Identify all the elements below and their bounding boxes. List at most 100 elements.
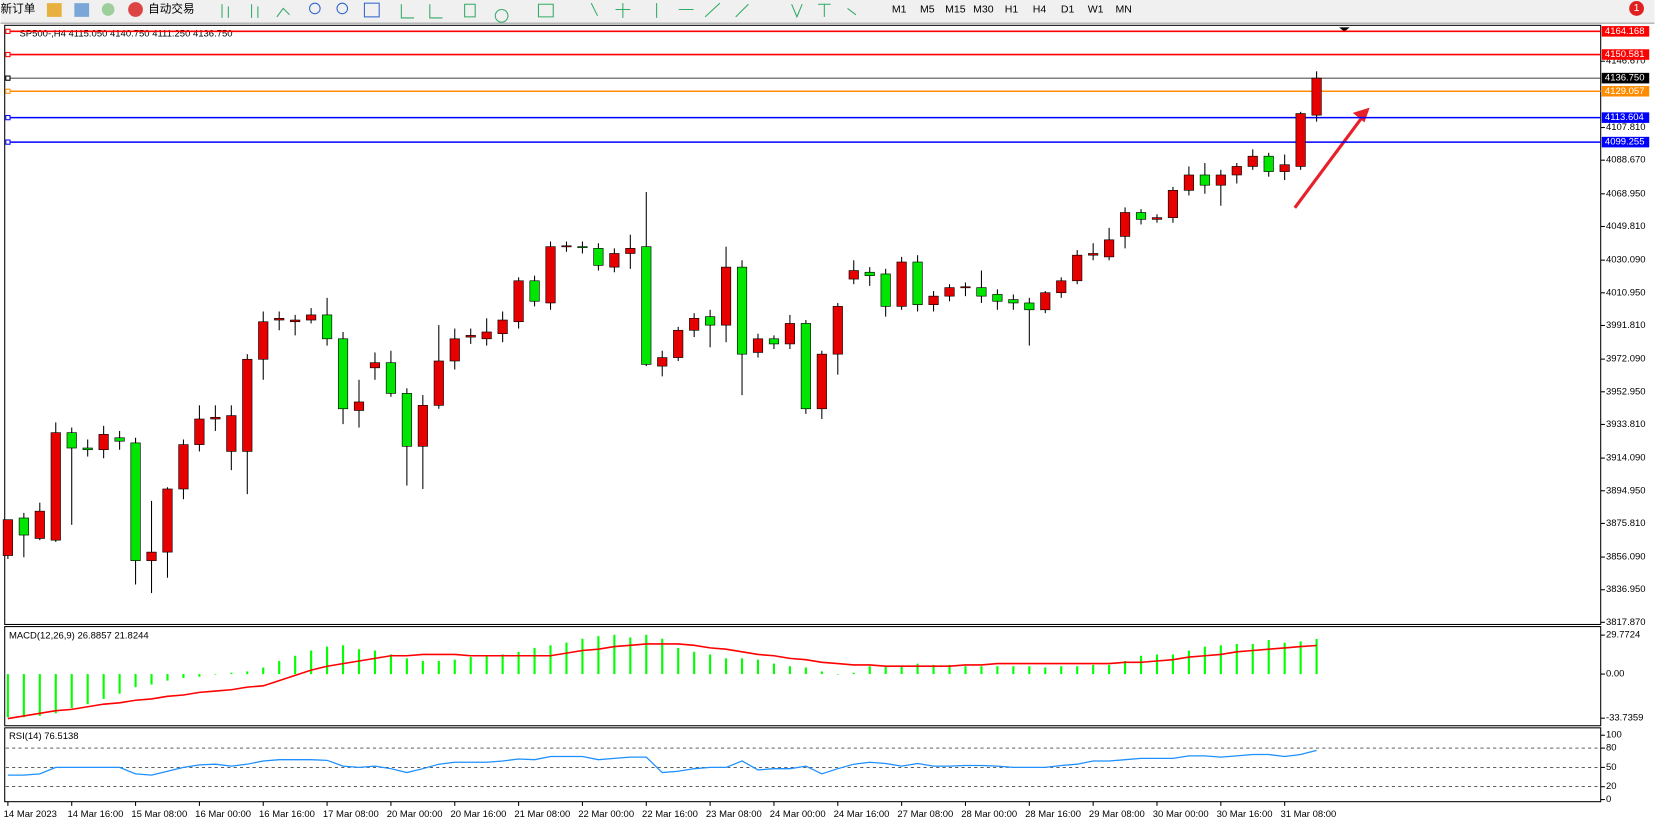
macd-bar bbox=[1092, 664, 1095, 675]
candle-body bbox=[928, 295, 939, 305]
macd-bar bbox=[1044, 667, 1047, 675]
candle-body bbox=[992, 294, 1003, 302]
macd-bar bbox=[1219, 645, 1222, 675]
x-tick-label: 16 Mar 16:00 bbox=[259, 809, 315, 820]
annotation-arrow bbox=[1293, 116, 1364, 209]
timeframe-button[interactable]: M1 bbox=[892, 3, 907, 15]
macd-bar bbox=[1187, 650, 1190, 675]
macd-bar bbox=[70, 674, 73, 709]
timeframe-button[interactable]: W1 bbox=[1088, 3, 1104, 15]
candle-body bbox=[752, 338, 764, 353]
y-tick-label: 80 bbox=[1606, 743, 1617, 754]
price-level-handle bbox=[5, 139, 11, 145]
new-order-button[interactable]: 新订单 bbox=[1, 2, 36, 16]
icon[interactable] bbox=[46, 3, 62, 17]
y-tick-label: 0.00 bbox=[1606, 669, 1624, 680]
candle-body bbox=[337, 338, 349, 410]
icon[interactable] bbox=[101, 3, 115, 16]
macd-bar bbox=[964, 666, 967, 675]
macd-bar bbox=[772, 663, 776, 675]
candle-body bbox=[1104, 239, 1115, 258]
macd-bar bbox=[1299, 641, 1302, 675]
macd-bar bbox=[868, 666, 871, 675]
macd-bar bbox=[884, 666, 887, 675]
y-tick-label: 3875.810 bbox=[1606, 518, 1646, 529]
macd-bar bbox=[373, 650, 377, 675]
auto-trading-icon[interactable] bbox=[128, 2, 143, 17]
macd-bar bbox=[246, 671, 249, 675]
x-tick-label: 22 Mar 16:00 bbox=[642, 809, 698, 820]
timeframe-button[interactable]: H4 bbox=[1033, 3, 1047, 15]
candle-body bbox=[721, 266, 732, 326]
macd-bar bbox=[38, 674, 41, 716]
price-level-label: 4099.255 bbox=[1605, 137, 1645, 148]
macd-bar bbox=[437, 660, 440, 675]
macd-bar bbox=[1108, 664, 1111, 675]
timeframe-button[interactable]: M5 bbox=[920, 3, 935, 15]
timeframe-button[interactable]: M15 bbox=[945, 3, 966, 15]
macd-bar bbox=[1267, 640, 1270, 675]
price-level-handle bbox=[5, 28, 11, 34]
candle-body bbox=[1199, 174, 1210, 186]
candle-body bbox=[1279, 164, 1290, 172]
alert-badge[interactable] bbox=[1629, 1, 1644, 16]
candle-body bbox=[34, 510, 45, 539]
x-tick-label: 15 Mar 08:00 bbox=[131, 809, 187, 820]
x-tick-label: 27 Mar 08:00 bbox=[897, 809, 953, 820]
candle-body bbox=[529, 280, 540, 302]
candle-body bbox=[800, 323, 811, 410]
y-tick-label: 4010.950 bbox=[1606, 287, 1646, 298]
auto-trading-button[interactable]: 自动交易 bbox=[148, 2, 194, 16]
candle-body bbox=[736, 266, 748, 355]
macd-bar bbox=[1235, 643, 1238, 675]
timeframe-button[interactable]: H1 bbox=[1005, 3, 1019, 15]
candle-body bbox=[1151, 217, 1163, 220]
candle-body bbox=[976, 287, 987, 297]
x-tick-label: 14 Mar 16:00 bbox=[68, 809, 124, 820]
y-tick-label: 20 bbox=[1606, 781, 1617, 792]
macd-bar bbox=[134, 674, 137, 688]
candle-body bbox=[242, 358, 253, 452]
macd-bar bbox=[661, 638, 664, 675]
y-tick-label: 3836.950 bbox=[1606, 584, 1646, 595]
macd-bar bbox=[1124, 660, 1127, 675]
price-level-handle bbox=[5, 75, 11, 81]
macd-bar bbox=[118, 674, 121, 694]
candle-body bbox=[162, 488, 173, 553]
x-tick-label: 28 Mar 00:00 bbox=[961, 809, 1017, 820]
macd-bar bbox=[389, 654, 392, 675]
candle-body bbox=[322, 314, 333, 340]
macd-bar bbox=[836, 674, 839, 675]
rsi-title: RSI(14) 76.5138 bbox=[9, 731, 79, 742]
timeframe-button[interactable]: D1 bbox=[1061, 3, 1075, 15]
x-tick-label: 30 Mar 16:00 bbox=[1217, 809, 1273, 820]
candle-body bbox=[50, 432, 61, 541]
candle-body bbox=[768, 338, 780, 345]
timeframe-button[interactable]: MN bbox=[1116, 3, 1132, 15]
x-tick-label: 14 Mar 2023 bbox=[4, 809, 57, 820]
candle-body bbox=[1040, 292, 1051, 311]
candle-body bbox=[226, 415, 237, 452]
rsi-panel bbox=[4, 727, 1602, 803]
candle-body bbox=[18, 517, 29, 536]
icon[interactable] bbox=[74, 3, 90, 17]
candle-body bbox=[433, 360, 444, 406]
chart-tools[interactable] bbox=[221, 2, 857, 23]
candle-body bbox=[1231, 166, 1242, 176]
candle-body bbox=[369, 362, 381, 369]
candle-body bbox=[657, 357, 668, 367]
candle-body bbox=[593, 248, 604, 266]
macd-bar bbox=[645, 634, 648, 675]
macd-bar bbox=[102, 674, 105, 699]
macd-bar bbox=[517, 651, 520, 675]
macd-bar bbox=[421, 660, 424, 675]
price-level-tag bbox=[1601, 85, 1650, 97]
timeframe-button[interactable]: M30 bbox=[973, 3, 994, 15]
macd-bar bbox=[709, 654, 712, 675]
candle-body bbox=[1024, 302, 1035, 311]
macd-bar bbox=[1315, 638, 1318, 675]
candle-body bbox=[1088, 253, 1099, 256]
y-tick-label: 4146.670 bbox=[1606, 56, 1646, 67]
candle-body bbox=[2, 519, 13, 556]
candle-body bbox=[1056, 280, 1067, 294]
